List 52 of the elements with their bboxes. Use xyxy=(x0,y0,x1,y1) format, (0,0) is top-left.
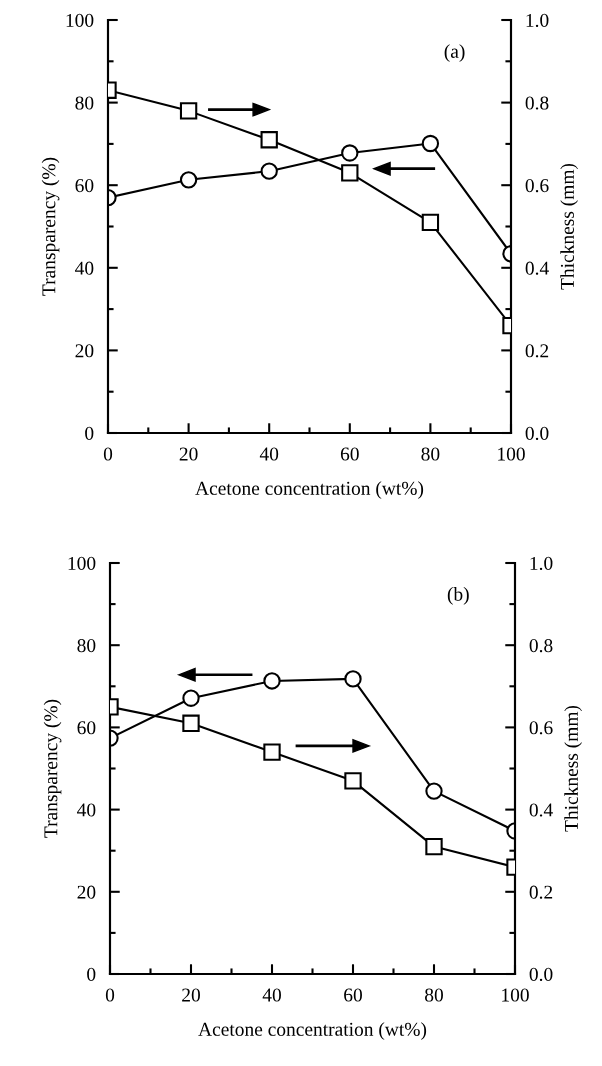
y-tick-label: 0 xyxy=(87,967,96,981)
y2-tick-label: 0.0 xyxy=(529,967,553,982)
y-tick-label: 40 xyxy=(77,803,96,817)
point xyxy=(260,162,278,180)
y-tick-label: 100 xyxy=(66,13,94,27)
y2-axis-title: Thickness (mm) xyxy=(564,705,582,832)
y-axis-title: Transparency (%) xyxy=(41,157,60,296)
x-tick-label: 80 xyxy=(425,988,443,1002)
y-tick-label: 0 xyxy=(85,426,94,440)
point xyxy=(263,743,281,761)
point xyxy=(341,164,359,182)
y2-tick-label: 0.4 xyxy=(525,261,549,275)
x-tick-label: 80 xyxy=(421,447,440,461)
y2-tick-label: 0.8 xyxy=(529,639,553,653)
y2-tick-label: 0.6 xyxy=(525,179,549,193)
y-tick-label: 20 xyxy=(75,344,94,358)
annotation: (b) xyxy=(447,587,469,605)
x-tick-label: 100 xyxy=(498,447,525,461)
x-axis-title: Acetone concentration (wt%) xyxy=(195,481,424,499)
point xyxy=(263,672,281,690)
annotation: (a) xyxy=(444,44,465,62)
y2-tick-label: 0.4 xyxy=(529,803,553,817)
y-tick-label: 100 xyxy=(68,556,96,570)
x-tick-label: 60 xyxy=(344,988,362,1002)
y2-axis-title: Thickness (mm) xyxy=(560,163,578,290)
y-tick-label: 20 xyxy=(77,885,96,899)
y-tick-label: 80 xyxy=(75,96,94,110)
x-tick-label: 20 xyxy=(182,988,200,1002)
y-tick-label: 40 xyxy=(75,261,94,275)
y2-tick-label: 0.6 xyxy=(529,721,553,735)
x-tick-label: 0 xyxy=(103,447,113,461)
x-tick-label: 100 xyxy=(502,988,529,1002)
x-axis-title: Acetone concentration (wt%) xyxy=(198,1022,427,1040)
x-tick-label: 20 xyxy=(179,447,198,461)
x-tick-label: 40 xyxy=(262,988,281,1002)
x-tick-label: 60 xyxy=(340,447,359,461)
y2-tick-label: 1.0 xyxy=(530,556,553,571)
y2-tick-label: 0.0 xyxy=(525,426,549,441)
point xyxy=(344,772,362,790)
point xyxy=(260,131,278,149)
y2-tick-label: 1.0 xyxy=(526,13,549,28)
y-tick-label: 80 xyxy=(77,639,96,653)
point xyxy=(341,144,359,162)
y2-tick-label: 0.2 xyxy=(525,344,549,358)
point xyxy=(344,670,362,688)
y2-tick-label: 0.2 xyxy=(529,885,553,899)
x-tick-label: 40 xyxy=(259,447,279,461)
y-tick-label: 60 xyxy=(75,179,94,193)
y-axis-title: Transparency (%) xyxy=(43,699,62,838)
y2-tick-label: 0.8 xyxy=(525,96,549,110)
x-tick-label: 0 xyxy=(105,988,115,1002)
y-tick-label: 60 xyxy=(77,721,96,735)
